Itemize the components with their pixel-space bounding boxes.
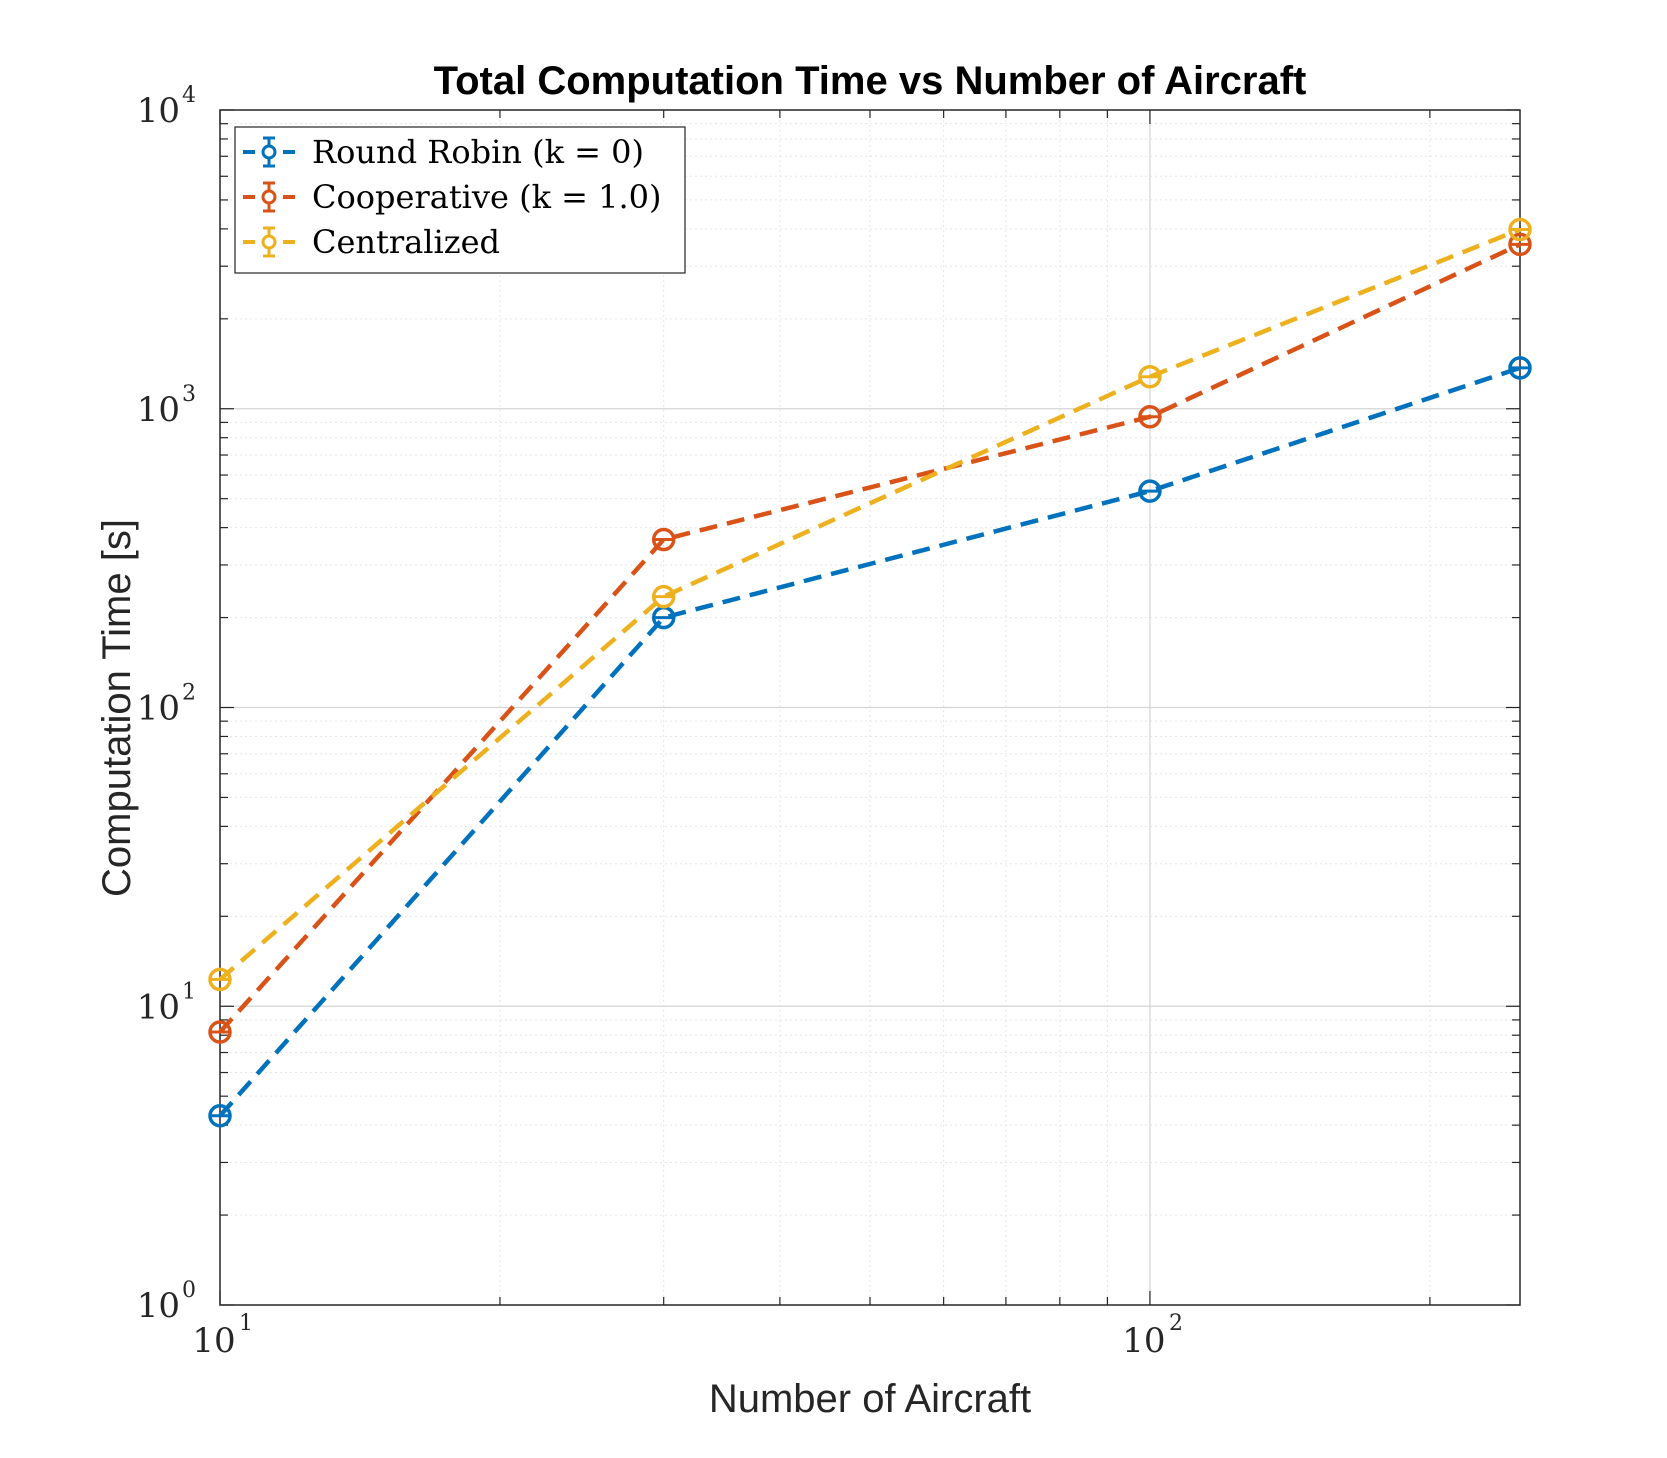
y-tick-label-exponent: 4: [182, 83, 196, 108]
series-line: [218, 242, 1521, 1034]
x-tick-label-exponent: 2: [1169, 1311, 1183, 1336]
y-tick-label: 10: [137, 689, 180, 729]
grid-major: [220, 110, 1520, 1305]
series-2: [208, 232, 1532, 1044]
legend-marker: [261, 234, 277, 250]
legend-entry-1: Round Robin (k = 0): [243, 133, 644, 171]
legend-label: Round Robin (k = 0): [312, 133, 644, 171]
series-line: [218, 227, 1521, 982]
legend-entry-3: Centralized: [243, 223, 500, 261]
y-tick-label-exponent: 3: [182, 382, 196, 407]
x-tick-label-exponent: 1: [239, 1311, 253, 1336]
y-tick-label-exponent: 2: [182, 681, 196, 706]
x-tick-label: 10: [1122, 1321, 1165, 1361]
y-tick-label: 10: [137, 390, 180, 430]
axis-ticks: [219, 109, 1520, 1306]
series-1: [208, 356, 1532, 1128]
y-tick-label-exponent: 1: [182, 979, 196, 1004]
x-tick-label: 10: [192, 1321, 235, 1361]
y-tick-label-exponent: 0: [182, 1278, 196, 1303]
legend-marker: [261, 144, 277, 160]
y-tick-label: 10: [137, 987, 180, 1027]
y-tick-label: 10: [137, 91, 180, 131]
legend-label: Centralized: [312, 223, 500, 261]
legend-marker: [261, 189, 277, 205]
y-axis-label: Computation Time [s]: [95, 519, 139, 897]
series-3: [208, 217, 1532, 992]
legend: Round Robin (k = 0) Cooperative (k = 1.0)…: [234, 126, 686, 274]
legend-box: [234, 126, 686, 274]
legend-entry-2: Cooperative (k = 1.0): [243, 178, 662, 216]
tick-labels: 10 1 10 210 010 110 210 310 4: [137, 83, 1183, 1361]
legend-label: Cooperative (k = 1.0): [312, 178, 662, 216]
series-layer: [208, 217, 1532, 1128]
x-axis-label: Number of Aircraft: [709, 1377, 1031, 1421]
chart-title: Total Computation Time vs Number of Airc…: [434, 59, 1307, 103]
y-tick-label: 10: [137, 1286, 180, 1326]
